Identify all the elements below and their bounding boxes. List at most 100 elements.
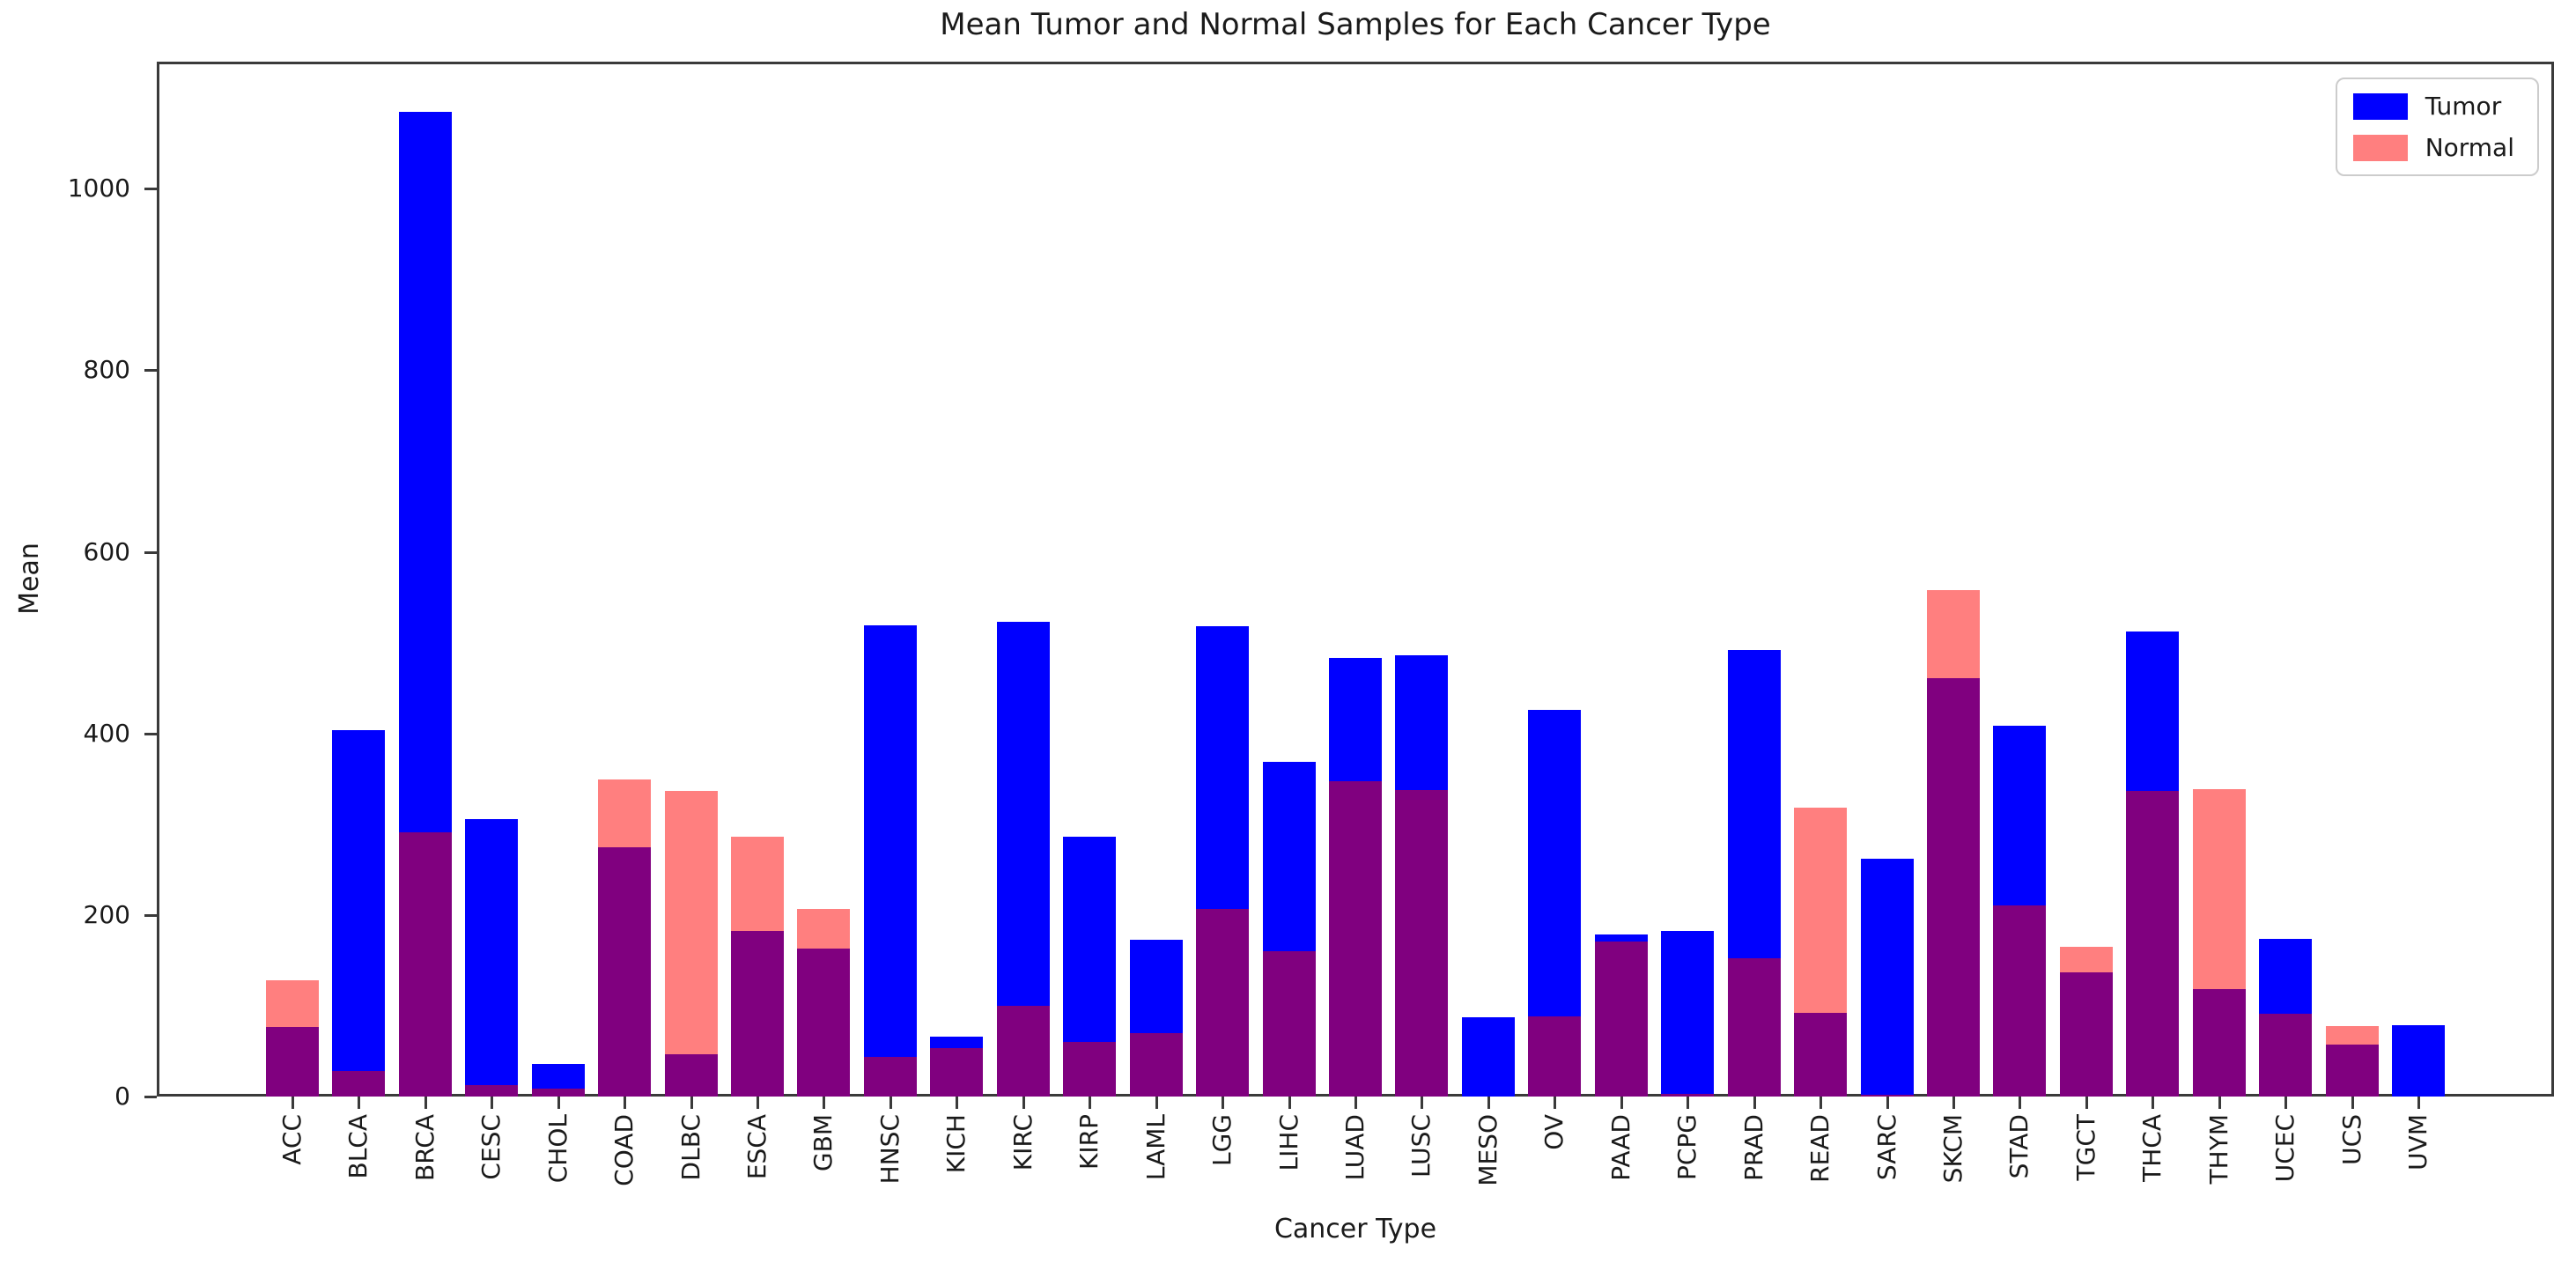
- bar-normal-THYM: [2193, 788, 2246, 1097]
- xtick-mark-LUAD: [1354, 1097, 1357, 1109]
- bar-tumor-MESO: [1462, 1017, 1515, 1097]
- xtick-label-THCA: THCA: [2137, 1114, 2167, 1182]
- xtick-label-KIRC: KIRC: [1008, 1114, 1037, 1171]
- xtick-label-PCPG: PCPG: [1672, 1114, 1702, 1181]
- xtick-mark-LUSC: [1421, 1097, 1424, 1109]
- bar-tumor-UVM: [2392, 1024, 2445, 1097]
- bar-normal-UCEC: [2259, 1014, 2312, 1097]
- xtick-label-THYM: THYM: [2203, 1114, 2233, 1185]
- ytick-mark-200: [144, 913, 157, 917]
- ytick-label-400: 400: [83, 718, 130, 748]
- xtick-label-PAAD: PAAD: [1605, 1114, 1635, 1181]
- xtick-label-GBM: GBM: [808, 1114, 838, 1172]
- xtick-label-BLCA: BLCA: [343, 1114, 373, 1179]
- bar-normal-CESC: [465, 1084, 518, 1097]
- xtick-label-PRAD: PRAD: [1738, 1114, 1768, 1181]
- bar-normal-KIRC: [997, 1005, 1050, 1097]
- xtick-mark-CHOL: [557, 1097, 560, 1109]
- bar-normal-DLBC: [665, 790, 718, 1097]
- legend-swatch-normal: [2352, 134, 2408, 161]
- xtick-mark-PCPG: [1687, 1097, 1690, 1109]
- bar-normal-OV: [1528, 1016, 1581, 1097]
- xtick-mark-SARC: [1886, 1097, 1889, 1109]
- xtick-mark-THYM: [2218, 1097, 2221, 1109]
- xtick-label-STAD: STAD: [2004, 1114, 2034, 1179]
- xtick-mark-PRAD: [1753, 1097, 1756, 1109]
- xtick-mark-KIRC: [1022, 1097, 1025, 1109]
- xtick-mark-ESCA: [757, 1097, 759, 1109]
- xtick-mark-HNSC: [889, 1097, 892, 1109]
- bar-tumor-CESC: [465, 818, 518, 1097]
- bar-normal-COAD: [598, 779, 651, 1097]
- xtick-label-LGG: LGG: [1207, 1114, 1237, 1166]
- xtick-mark-BLCA: [358, 1097, 361, 1109]
- xtick-label-UCEC: UCEC: [2270, 1114, 2300, 1183]
- xtick-mark-UVM: [2417, 1097, 2421, 1109]
- bar-tumor-HNSC: [864, 625, 917, 1097]
- bar-normal-SKCM: [1927, 589, 1980, 1097]
- xtick-mark-ACC: [291, 1097, 294, 1109]
- xtick-mark-PAAD: [1620, 1097, 1623, 1109]
- legend-label-tumor: Tumor: [2425, 92, 2502, 121]
- xtick-mark-LAML: [1155, 1097, 1158, 1109]
- xtick-mark-MESO: [1487, 1097, 1490, 1109]
- ytick-label-0: 0: [114, 1082, 130, 1111]
- bar-normal-PRAD: [1728, 958, 1781, 1097]
- legend-item-normal: Normal: [2352, 133, 2514, 162]
- bar-normal-UCS: [2326, 1025, 2379, 1097]
- xtick-label-BRCA: BRCA: [410, 1114, 439, 1181]
- xtick-label-CESC: CESC: [476, 1114, 506, 1180]
- bar-normal-KICH: [930, 1048, 983, 1097]
- xtick-mark-THCA: [2152, 1097, 2155, 1109]
- xtick-mark-COAD: [624, 1097, 627, 1109]
- legend-item-tumor: Tumor: [2352, 92, 2514, 121]
- bar-normal-ACC: [266, 980, 319, 1097]
- xtick-label-COAD: COAD: [609, 1114, 639, 1186]
- bar-normal-CHOL: [532, 1088, 585, 1097]
- xtick-mark-UCS: [2351, 1097, 2354, 1109]
- xtick-label-OV: OV: [1539, 1114, 1569, 1150]
- xtick-label-KICH: KICH: [941, 1114, 971, 1174]
- ytick-label-1000: 1000: [67, 174, 130, 203]
- xtick-mark-GBM: [823, 1097, 826, 1109]
- ytick-mark-800: [144, 369, 157, 373]
- xtick-label-ESCA: ESCA: [742, 1114, 771, 1180]
- x-axis-label: Cancer Type: [1273, 1214, 1437, 1245]
- ytick-label-800: 800: [83, 355, 130, 385]
- xtick-label-LAML: LAML: [1140, 1114, 1170, 1181]
- xtick-label-SKCM: SKCM: [1938, 1114, 1967, 1184]
- ytick-mark-1000: [144, 188, 157, 191]
- ytick-mark-600: [144, 550, 157, 554]
- bar-tumor-BLCA: [332, 729, 385, 1097]
- bar-normal-BLCA: [332, 1071, 385, 1097]
- bar-normal-LIHC: [1263, 951, 1316, 1097]
- xtick-label-CHOL: CHOL: [543, 1114, 572, 1184]
- xtick-mark-SKCM: [1952, 1097, 1955, 1109]
- legend: Tumor Normal: [2335, 78, 2539, 176]
- xtick-mark-UCEC: [2284, 1097, 2288, 1109]
- xtick-label-LUSC: LUSC: [1406, 1114, 1436, 1178]
- bar-normal-PCPG: [1661, 1093, 1714, 1097]
- xtick-label-LIHC: LIHC: [1273, 1114, 1303, 1171]
- xtick-mark-READ: [1819, 1097, 1823, 1109]
- xtick-mark-OV: [1554, 1097, 1557, 1109]
- xtick-label-HNSC: HNSC: [875, 1114, 904, 1185]
- xtick-mark-STAD: [2019, 1097, 2022, 1109]
- xtick-mark-KICH: [956, 1097, 959, 1109]
- bar-normal-BRCA: [399, 832, 452, 1097]
- bar-normal-TGCT: [2060, 946, 2113, 1097]
- xtick-mark-CESC: [491, 1097, 494, 1109]
- xtick-label-KIRP: KIRP: [1074, 1114, 1104, 1170]
- ytick-mark-0: [144, 1096, 157, 1098]
- xtick-mark-LGG: [1222, 1097, 1225, 1109]
- xtick-mark-BRCA: [424, 1097, 427, 1109]
- xtick-label-MESO: MESO: [1473, 1114, 1502, 1186]
- xtick-label-TGCT: TGCT: [2070, 1114, 2100, 1181]
- xtick-mark-KIRP: [1089, 1097, 1092, 1109]
- bar-tumor-PCPG: [1661, 931, 1714, 1097]
- xtick-label-UVM: UVM: [2403, 1114, 2433, 1171]
- xtick-mark-DLBC: [690, 1097, 693, 1109]
- bar-normal-READ: [1794, 808, 1847, 1097]
- bar-normal-LAML: [1130, 1032, 1183, 1097]
